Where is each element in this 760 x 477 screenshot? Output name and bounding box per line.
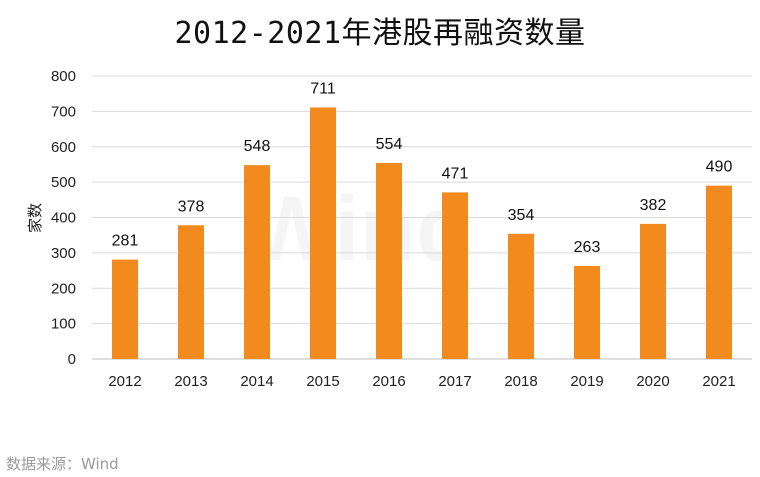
x-tick-label-2018: 2018 [504, 373, 537, 390]
bar-2019 [574, 265, 600, 359]
data-label-2014: 548 [244, 138, 271, 155]
y-tick-label: 800 [51, 68, 76, 85]
bars: 281 378 548 711 554 471 354 263 382 490 [112, 80, 733, 359]
source-note: 数据来源：Wind [6, 455, 119, 473]
y-tick-label: 100 [51, 316, 76, 333]
watermark: Wind [248, 178, 472, 280]
data-label-2021: 490 [706, 159, 733, 176]
data-label-2017: 471 [442, 165, 469, 182]
y-tick-label: 500 [51, 174, 76, 191]
bar-2012 [112, 259, 138, 359]
x-tick-label-2016: 2016 [372, 373, 405, 390]
data-label-2012: 281 [112, 233, 139, 250]
bar-2016 [376, 163, 402, 359]
x-tick-label-2015: 2015 [306, 373, 339, 390]
data-label-2013: 378 [178, 198, 205, 215]
y-tick-label: 400 [51, 210, 76, 227]
y-axis-label: 家数 [26, 203, 44, 233]
y-tick-label: 600 [51, 139, 76, 156]
x-axis-ticks: 2012 2013 2014 2015 2016 2017 2018 2019 2020 2021 [108, 373, 735, 390]
y-tick-label: 300 [51, 245, 76, 262]
x-tick-label-2021: 2021 [702, 373, 735, 390]
data-label-2018: 354 [508, 207, 535, 224]
bar-2015 [310, 107, 336, 359]
x-tick-label-2013: 2013 [174, 373, 207, 390]
bar-2017 [442, 192, 468, 359]
bar-2014 [244, 165, 270, 359]
x-tick-label-2020: 2020 [636, 373, 669, 390]
bar-2013 [178, 225, 204, 359]
chart-title: 2012-2021年港股再融资数量 [174, 16, 586, 51]
data-label-2015: 711 [310, 80, 336, 97]
bar-2020 [640, 223, 666, 359]
data-label-2019: 263 [574, 239, 601, 256]
x-tick-label-2019: 2019 [570, 373, 603, 390]
x-tick-label-2017: 2017 [438, 373, 471, 390]
y-tick-label: 700 [51, 103, 76, 120]
bar-chart: Wind 0 100 200 300 400 500 600 700 800 281 378 548… [26, 68, 752, 390]
y-tick-label: 0 [68, 351, 76, 368]
y-axis-ticks: 0 100 200 300 400 500 600 700 800 [51, 68, 76, 368]
data-label-2016: 554 [376, 136, 403, 153]
x-tick-label-2012: 2012 [108, 373, 141, 390]
bar-2018 [508, 233, 534, 359]
y-tick-label: 200 [51, 280, 76, 297]
x-tick-label-2014: 2014 [240, 373, 273, 390]
data-label-2020: 382 [640, 197, 667, 214]
bar-2021 [706, 185, 732, 359]
